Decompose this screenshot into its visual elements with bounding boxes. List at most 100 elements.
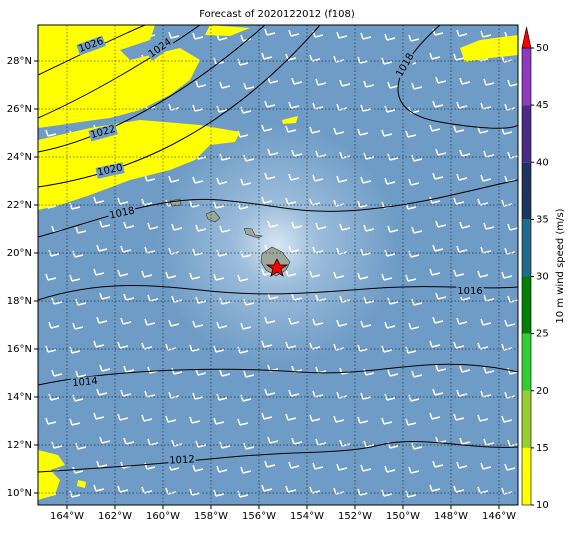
barb [405, 346, 417, 354]
barb [477, 126, 489, 134]
barb [411, 298, 423, 306]
lat-label: 24°N [7, 152, 32, 163]
barb [69, 490, 81, 498]
colorbar-label: 10 m wind speed (m/s) [555, 208, 566, 323]
label-bg [95, 162, 125, 179]
barb [45, 345, 57, 353]
barb [192, 392, 204, 400]
barb [189, 488, 201, 496]
barb [312, 318, 324, 326]
barb [285, 197, 297, 205]
lon-label: 154°W [290, 511, 324, 522]
barb [477, 198, 489, 206]
barb [435, 364, 447, 372]
barb [264, 28, 276, 36]
barb [408, 322, 420, 330]
lat-label: 22°N [7, 200, 32, 211]
barb [45, 273, 57, 281]
barb [189, 200, 201, 208]
barb [357, 488, 369, 496]
barb [168, 175, 180, 183]
barb [312, 102, 324, 110]
barb [357, 344, 369, 352]
lon-label: 156°W [242, 511, 276, 522]
barb [315, 78, 327, 86]
barb [459, 221, 471, 229]
label-bg [107, 205, 137, 222]
barb [405, 490, 417, 498]
barb [264, 172, 276, 180]
barb [453, 269, 465, 277]
barb [459, 149, 471, 157]
barb [288, 461, 300, 469]
barb [288, 173, 300, 181]
lon-label: 160°W [146, 511, 180, 522]
barb [360, 32, 372, 40]
barb [69, 202, 81, 210]
barb [501, 415, 513, 423]
barb [360, 248, 372, 256]
colorbar-segment [522, 162, 531, 220]
barb [240, 250, 252, 258]
barb [141, 486, 153, 494]
barb [243, 298, 255, 306]
barb [117, 269, 129, 277]
barb [456, 173, 468, 181]
barb [453, 197, 465, 205]
barb [315, 294, 327, 302]
barb [408, 34, 420, 42]
barb [240, 466, 252, 474]
barb [267, 436, 279, 444]
barb [459, 437, 471, 445]
barb [309, 486, 321, 494]
barb [192, 248, 204, 256]
barb [120, 317, 132, 325]
barb [429, 52, 441, 60]
barb [267, 220, 279, 228]
lon-label: 152°W [338, 511, 372, 522]
barb [96, 460, 108, 468]
barb [381, 57, 393, 65]
barb [408, 250, 420, 258]
barb [363, 296, 375, 304]
barb [192, 32, 204, 40]
barb [312, 462, 324, 470]
label-bg [168, 454, 197, 467]
barb [99, 436, 111, 444]
barb [75, 442, 87, 450]
isobar-label: 1014 [72, 376, 98, 389]
barb [456, 245, 468, 253]
barb [144, 390, 156, 398]
barb [267, 148, 279, 156]
barb [363, 368, 375, 376]
barb [501, 127, 513, 135]
barb [459, 77, 471, 85]
barb [195, 80, 207, 88]
barb [72, 250, 84, 258]
label-bg [88, 123, 118, 142]
colorbar-tick-label: 15 [536, 443, 549, 454]
barb [453, 341, 465, 349]
barb [411, 442, 423, 450]
colorbar-tick-label: 40 [536, 157, 549, 168]
colorbar-tick-label: 25 [536, 329, 549, 340]
barb [195, 368, 207, 376]
barb [72, 394, 84, 402]
barb [309, 54, 321, 62]
lon-label: 150°W [386, 511, 420, 522]
label-bg [456, 286, 484, 297]
barb [192, 104, 204, 112]
barb [456, 29, 468, 37]
title: Forecast of 2020122012 (f108) [199, 9, 355, 20]
colorbar-tick-label: 20 [536, 386, 549, 397]
barb [192, 320, 204, 328]
barb [405, 274, 417, 282]
barb [483, 78, 495, 86]
barb [69, 346, 81, 354]
barb [168, 31, 180, 39]
barb [48, 321, 60, 329]
barb [309, 270, 321, 278]
barb [432, 460, 444, 468]
barb [453, 413, 465, 421]
